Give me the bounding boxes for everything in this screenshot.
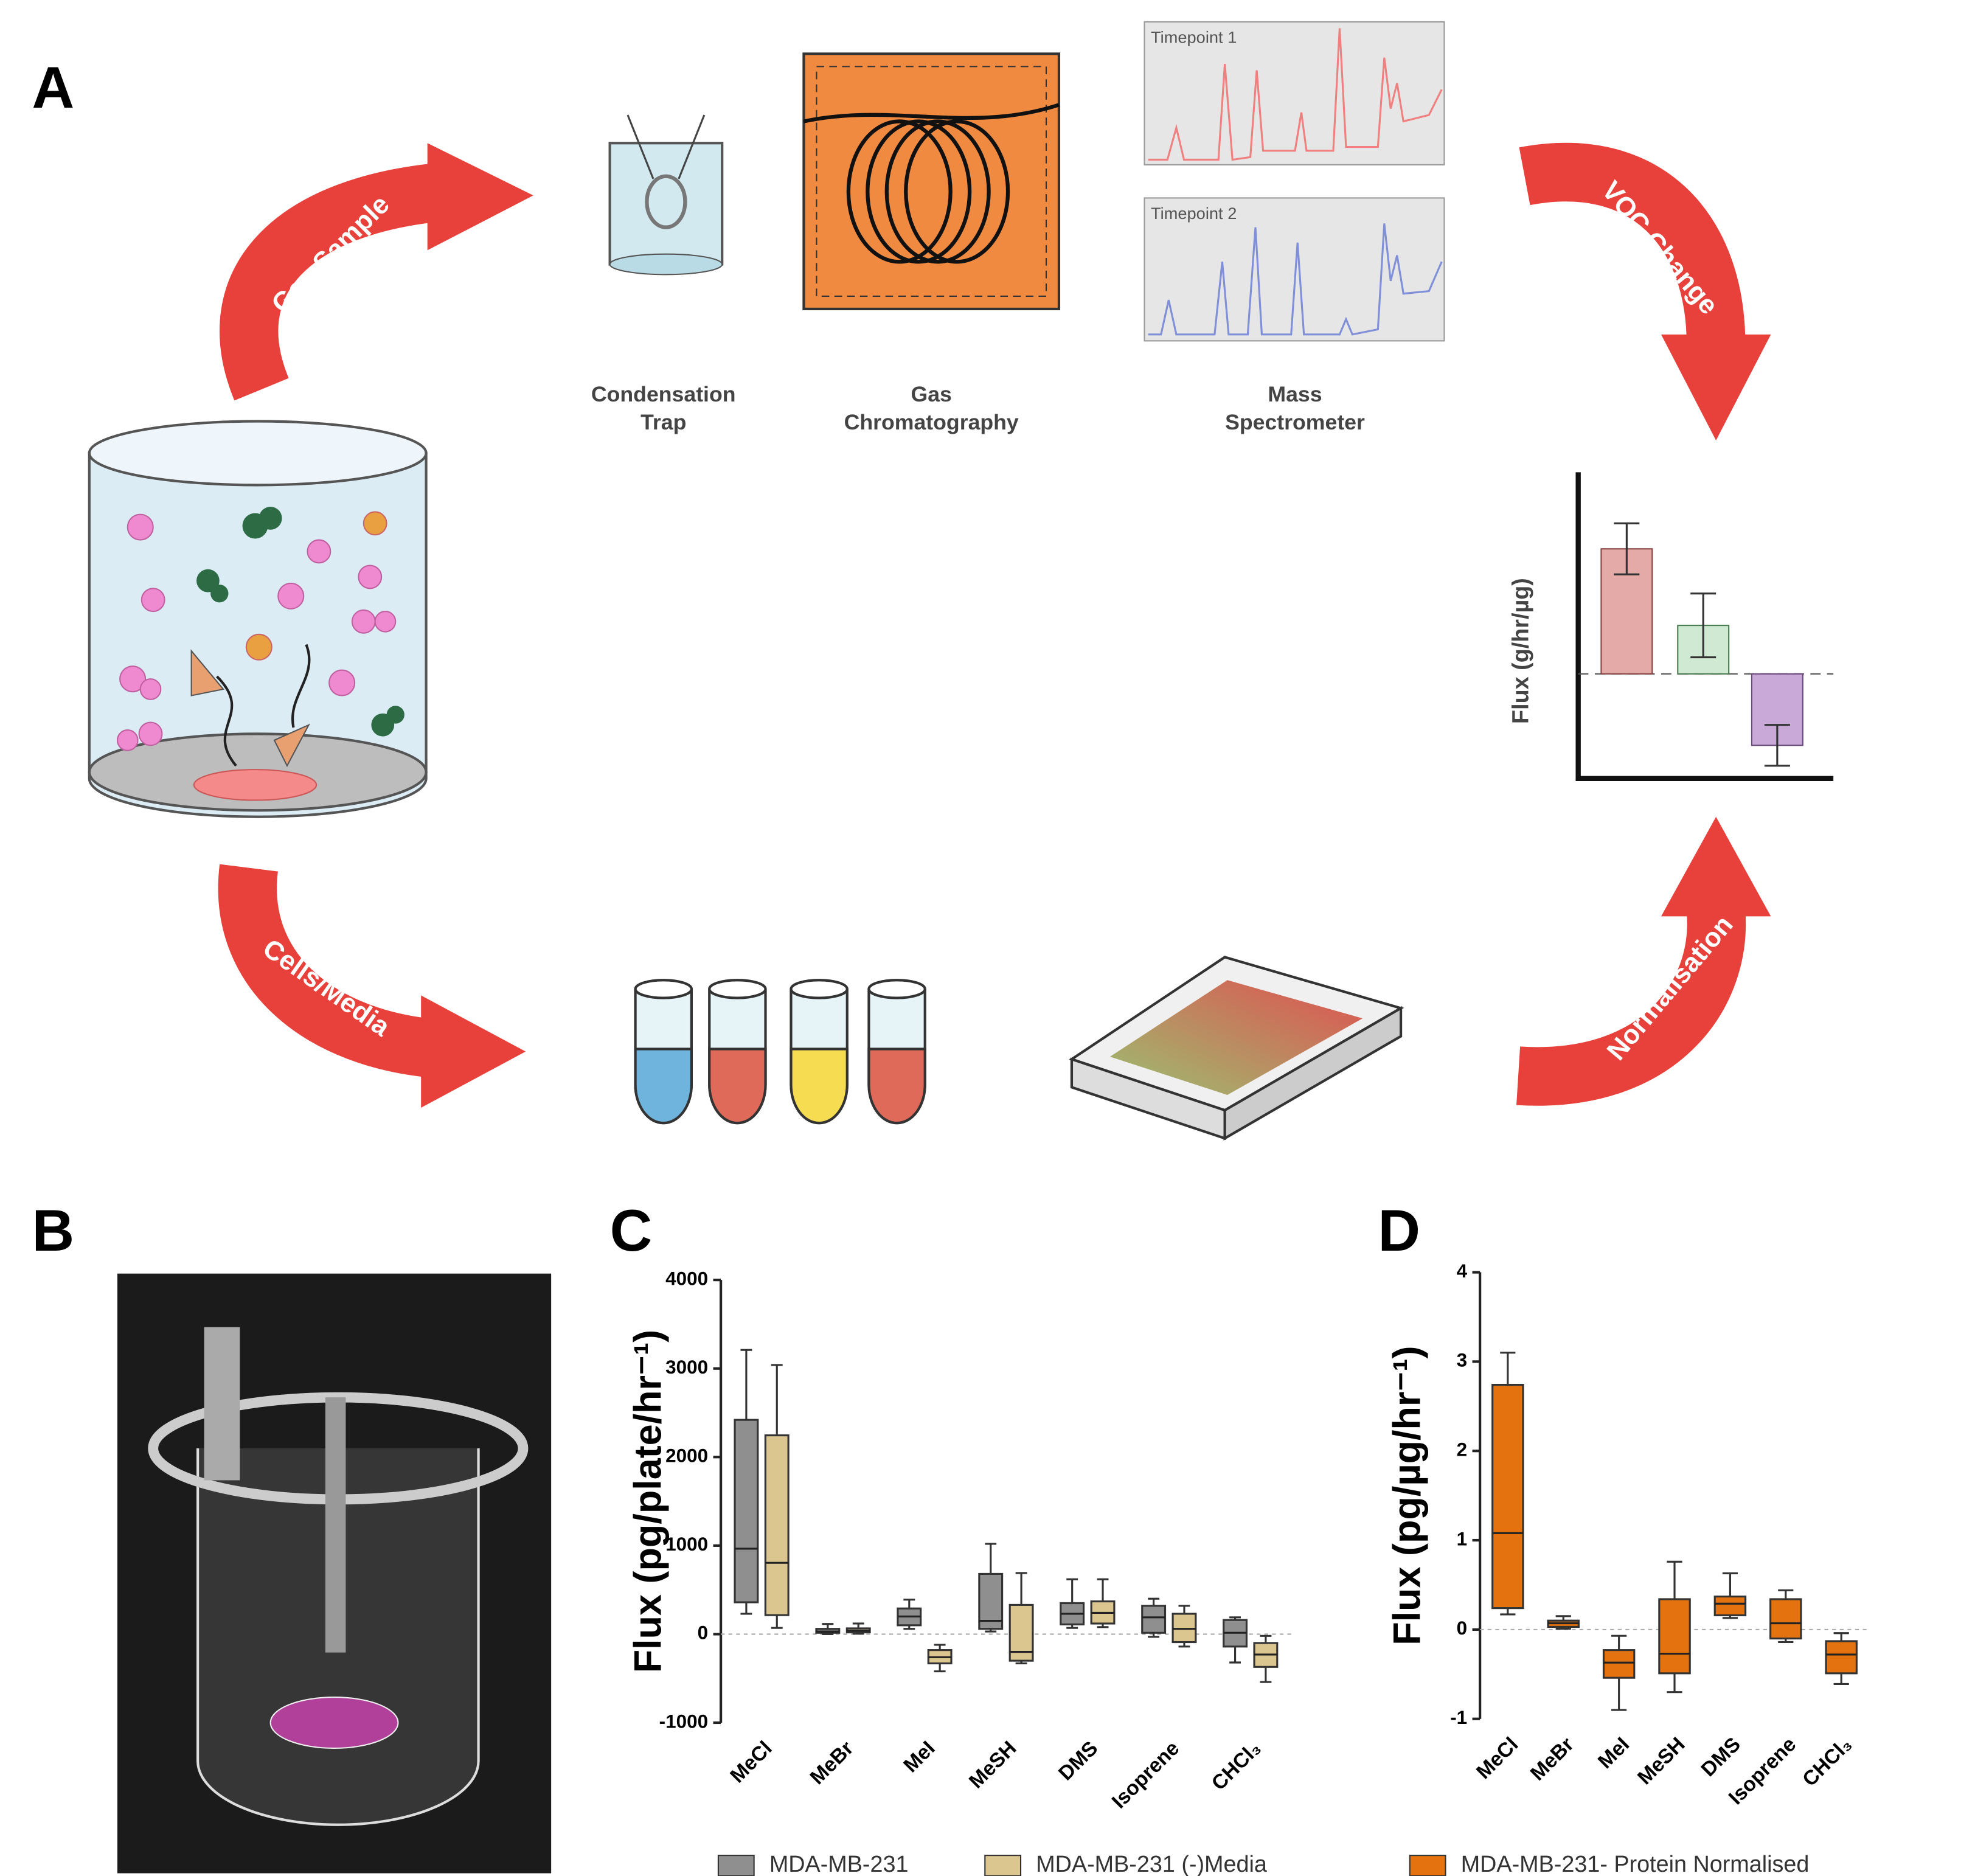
trap-base: [609, 253, 723, 276]
chamber-top: [88, 420, 428, 487]
photo-rod: [325, 1397, 346, 1653]
legend-label: MDA-MB-231 (-)Media: [1036, 1851, 1267, 1876]
y-tick-label: 0: [1457, 1617, 1468, 1639]
x-tick-label: MeCl: [726, 1737, 777, 1788]
panels-c-d: C D -1000 0 1000 2000 3000 4000 Flux (pg/plate…: [610, 1198, 1869, 1876]
dish: [193, 769, 318, 801]
arrow-line: [291, 644, 311, 728]
box: [1769, 1598, 1802, 1640]
arrow-head: [427, 143, 533, 251]
legend-swatch: [717, 1855, 755, 1876]
instrument-label: Trap: [640, 410, 686, 434]
panel-label: D: [1378, 1198, 1420, 1263]
arrow-head: [273, 723, 310, 768]
x-tick-label: DMS: [1054, 1737, 1102, 1785]
gc-oven: [802, 52, 1061, 311]
box: [1825, 1640, 1858, 1675]
gc-frame: [816, 66, 1047, 297]
x-tick-label: MeSH: [1633, 1733, 1689, 1789]
tube-line: [627, 114, 706, 179]
panel-label: B: [32, 1198, 74, 1263]
x-tick-label: MeSH: [965, 1737, 1021, 1793]
instrument-label: Condensation: [591, 382, 736, 406]
well-plate: [1069, 956, 1404, 1141]
y-tick-label: 1000: [665, 1534, 708, 1555]
x-tick-label: MeI: [900, 1737, 940, 1777]
y-tick-label: 4000: [665, 1268, 708, 1289]
panel-a: A Gas Sample VOC Change Cells/Media Norm…: [32, 21, 1834, 1141]
legend-swatch: [1409, 1855, 1446, 1876]
x-tick-label: Isoprene: [1108, 1737, 1184, 1813]
trap: [608, 142, 724, 266]
instrument-label: Mass: [1268, 382, 1322, 406]
x-tick-label: CHCl₃: [1207, 1737, 1265, 1795]
spectrum-label: Timepoint 1: [1151, 27, 1237, 46]
panel-b: B: [32, 1198, 552, 1874]
photo-dish: [269, 1696, 399, 1749]
instrument-label: Gas: [911, 382, 952, 406]
spectrum: [1148, 28, 1443, 161]
x-tick-label: MeCl: [1473, 1733, 1523, 1784]
panel-label: C: [610, 1198, 653, 1263]
arrow-line: [216, 675, 237, 767]
y-tick-label: 3: [1457, 1350, 1468, 1371]
spectrum: [1148, 223, 1443, 336]
box: [1658, 1598, 1691, 1675]
arrow-head: [1661, 816, 1771, 917]
y-tick-label: 2: [1457, 1439, 1468, 1461]
panel-label: A: [32, 55, 74, 120]
arrow-head: [190, 649, 225, 697]
molecules: [196, 507, 404, 737]
legend-label: MDA-MB-231- Protein Normalised: [1461, 1851, 1810, 1876]
coil: [645, 174, 687, 229]
y-tick-label: 2000: [665, 1445, 708, 1467]
spectrum-label: Timepoint 2: [1151, 204, 1237, 223]
schematic-error: [1614, 522, 1790, 767]
box: [734, 1419, 759, 1603]
arrow-head: [421, 995, 526, 1108]
molecules: [245, 511, 387, 661]
y-tick-label: 1: [1457, 1528, 1468, 1549]
x-tick-label: CHCl₃: [1799, 1733, 1856, 1791]
schematic-ylabel: Flux (g/hr/µg): [1507, 578, 1533, 724]
schematic-axes: [1575, 472, 1834, 782]
y-tick-label: 3000: [665, 1357, 708, 1378]
arrow: [1516, 910, 1746, 1106]
x-tick-label: DMS: [1697, 1733, 1745, 1781]
x-tick-label: MeI: [1594, 1733, 1634, 1773]
arrow: [1519, 142, 1746, 346]
photo-valve: [204, 1327, 240, 1481]
tubes: [634, 979, 926, 1125]
y-tick-label: 0: [698, 1622, 709, 1644]
x-tick-label: MeBr: [1526, 1733, 1578, 1785]
legend-swatch: [984, 1855, 1022, 1876]
y-tick-label: -1000: [659, 1711, 708, 1732]
arrow: [218, 864, 443, 1079]
legend-label: MDA-MB-231: [769, 1851, 909, 1876]
box: [1713, 1595, 1747, 1616]
instrument-label: Spectrometer: [1225, 410, 1365, 434]
box: [978, 1572, 1004, 1630]
box: [1602, 1649, 1636, 1679]
y-tick-label: 4: [1457, 1260, 1468, 1282]
y-tick-label: -1: [1450, 1707, 1467, 1728]
y-axis-label: Flux (pg/plate/hr⁻¹): [627, 1330, 669, 1673]
gc-column: [803, 103, 1060, 264]
box: [764, 1434, 790, 1616]
arrow-head: [1661, 334, 1771, 440]
box: [1491, 1383, 1524, 1610]
box: [1141, 1605, 1167, 1634]
instrument-label: Chromatography: [844, 410, 1019, 434]
y-axis-label: Flux (pg/µg/hr⁻¹): [1386, 1346, 1428, 1645]
x-tick-label: MeBr: [806, 1737, 858, 1789]
molecules: [116, 513, 397, 751]
arrow: [220, 162, 449, 401]
